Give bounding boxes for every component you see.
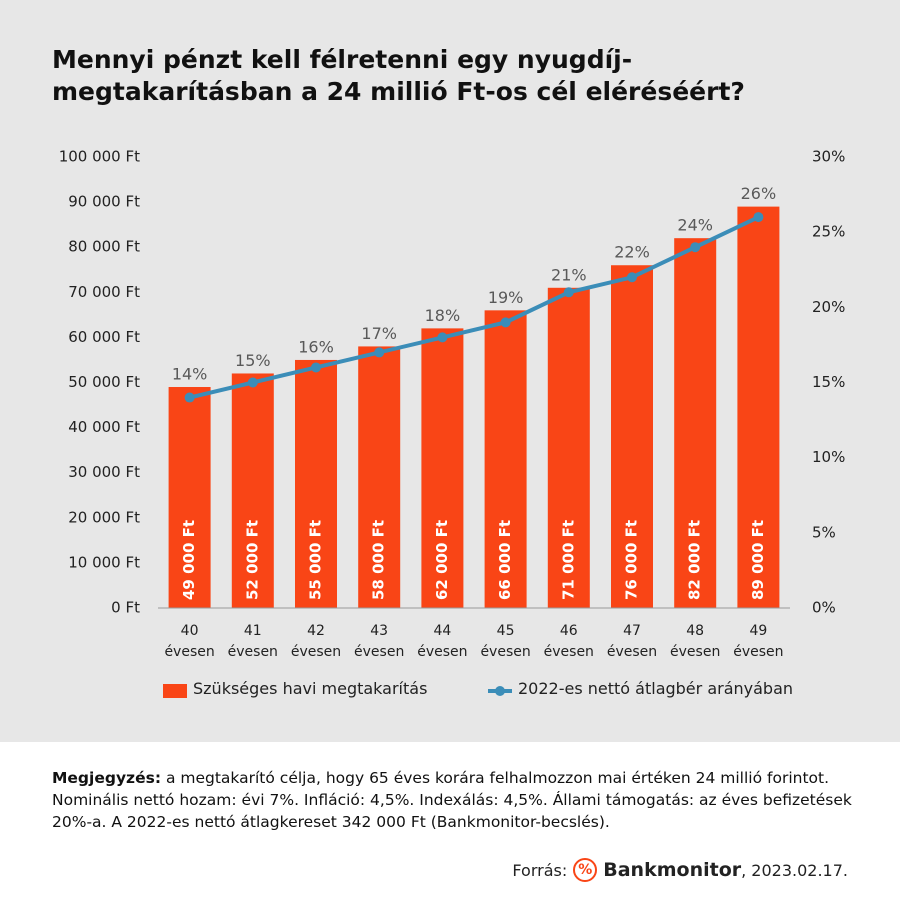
y-tick-label: 10 000 Ft [68, 553, 140, 571]
x-tick-label: 49 évesen [733, 623, 784, 660]
source-logo: % [573, 858, 598, 882]
source-date: , 2023.02.17. [741, 861, 848, 880]
bar [358, 346, 401, 608]
line-marker [374, 347, 385, 358]
y-tick-label: 60 000 Ft [68, 328, 140, 346]
x-tick-label: 42 évesen [290, 623, 342, 660]
x-tick-label: 48 évesen [670, 623, 721, 660]
bar [168, 387, 211, 608]
chart-title: Mennyi pénzt kell félretenni egy nyugdíj… [52, 45, 745, 106]
legend-label: 2022-es nettó átlagbér arányában [518, 679, 794, 698]
source: Forrás: % Bankmonitor, 2023.02.17. [512, 858, 848, 882]
legend-swatch [495, 686, 505, 696]
bar-value-label: 89 000 Ft [749, 520, 767, 600]
y-tick-label: 70 000 Ft [68, 283, 140, 301]
y-tick-label: 30 000 Ft [68, 463, 140, 481]
bar [421, 328, 464, 608]
y-tick-label: 80 000 Ft [68, 238, 140, 256]
y2-tick-label: 20% [812, 298, 845, 316]
bar [674, 238, 717, 608]
line-marker [753, 212, 764, 223]
y-tick-label: 100 000 Ft [59, 148, 140, 166]
bar-value-label: 66 000 Ft [496, 520, 514, 600]
y2-tick-label: 0% [812, 599, 836, 617]
line-value-label: 18% [425, 306, 461, 325]
y2-tick-label: 5% [812, 523, 836, 541]
bar [547, 287, 590, 608]
y-tick-label: 90 000 Ft [68, 193, 140, 211]
x-tick-label: 40 évesen [164, 623, 215, 660]
bar [295, 359, 337, 608]
legend-swatch [163, 684, 187, 698]
line-value-label: 17% [361, 324, 397, 343]
bar-value-label: 71 000 Ft [559, 520, 577, 600]
source-label: Forrás: [512, 860, 568, 880]
line-marker [500, 317, 511, 328]
bar [484, 310, 527, 608]
x-tick-label: 44 évesen [417, 623, 468, 660]
bar-value-label: 52 000 Ft [243, 520, 261, 600]
bar-value-label: 76 000 Ft [623, 520, 641, 600]
line-marker [563, 287, 574, 298]
note-label: Megjegyzés: [52, 769, 162, 787]
line-value-label: 21% [551, 265, 587, 284]
x-tick-label: 41 évesen [227, 623, 278, 660]
chart: 0 Ft 10 000 Ft 20 000 Ft 30 000 Ft 40 000 Ft… [59, 148, 845, 698]
line-marker [690, 242, 701, 253]
line-value-label: 19% [488, 288, 524, 307]
note: Megjegyzés: a megtakarító célja, hogy 65… [52, 767, 852, 833]
line-value-label: 15% [235, 351, 271, 370]
y-tick-label: 50 000 Ft [68, 373, 140, 391]
x-tick-label: 45 évesen [480, 623, 531, 660]
legend-label: Szükséges havi megtakarítás [193, 679, 428, 698]
line-marker [627, 272, 637, 283]
y2-tick-label: 30% [812, 148, 845, 166]
bar-value-label: 62 000 Ft [433, 520, 451, 600]
line [189, 215, 760, 400]
y2-tick-label: 25% [812, 223, 845, 241]
x-tick-label: 47 évesen [606, 623, 658, 660]
line-marker [311, 362, 321, 373]
bar [611, 265, 653, 608]
bar-value-label: 82 000 Ft [686, 520, 704, 600]
note-text: a megtakarító célja, hogy 65 éves korára… [52, 769, 852, 831]
bar-value-label: 58 000 Ft [370, 520, 388, 600]
line-marker [437, 332, 448, 343]
y2-tick-label: 15% [812, 373, 845, 391]
line-value-label: 26% [741, 184, 777, 203]
x-tick-label: 43 évesen [354, 623, 405, 660]
y2-tick-label: 10% [812, 448, 845, 466]
bar-value-label: 49 000 Ft [180, 520, 198, 600]
line-value-label: 14% [172, 365, 208, 384]
y-tick-label: 20 000 Ft [68, 508, 140, 526]
line-value-label: 22% [614, 243, 650, 262]
line-marker [247, 377, 258, 388]
y-tick-label: 0 Ft [111, 599, 140, 617]
bar [231, 373, 274, 608]
line-value-label: 24% [677, 216, 713, 235]
y-tick-label: 40 000 Ft [68, 418, 140, 436]
bar-value-label: 55 000 Ft [307, 520, 325, 600]
bar [737, 206, 780, 609]
source-brand: Bankmonitor [603, 859, 742, 881]
line-marker [184, 392, 195, 403]
x-tick-label: 46 évesen [543, 623, 594, 660]
line-value-label: 16% [298, 337, 334, 356]
